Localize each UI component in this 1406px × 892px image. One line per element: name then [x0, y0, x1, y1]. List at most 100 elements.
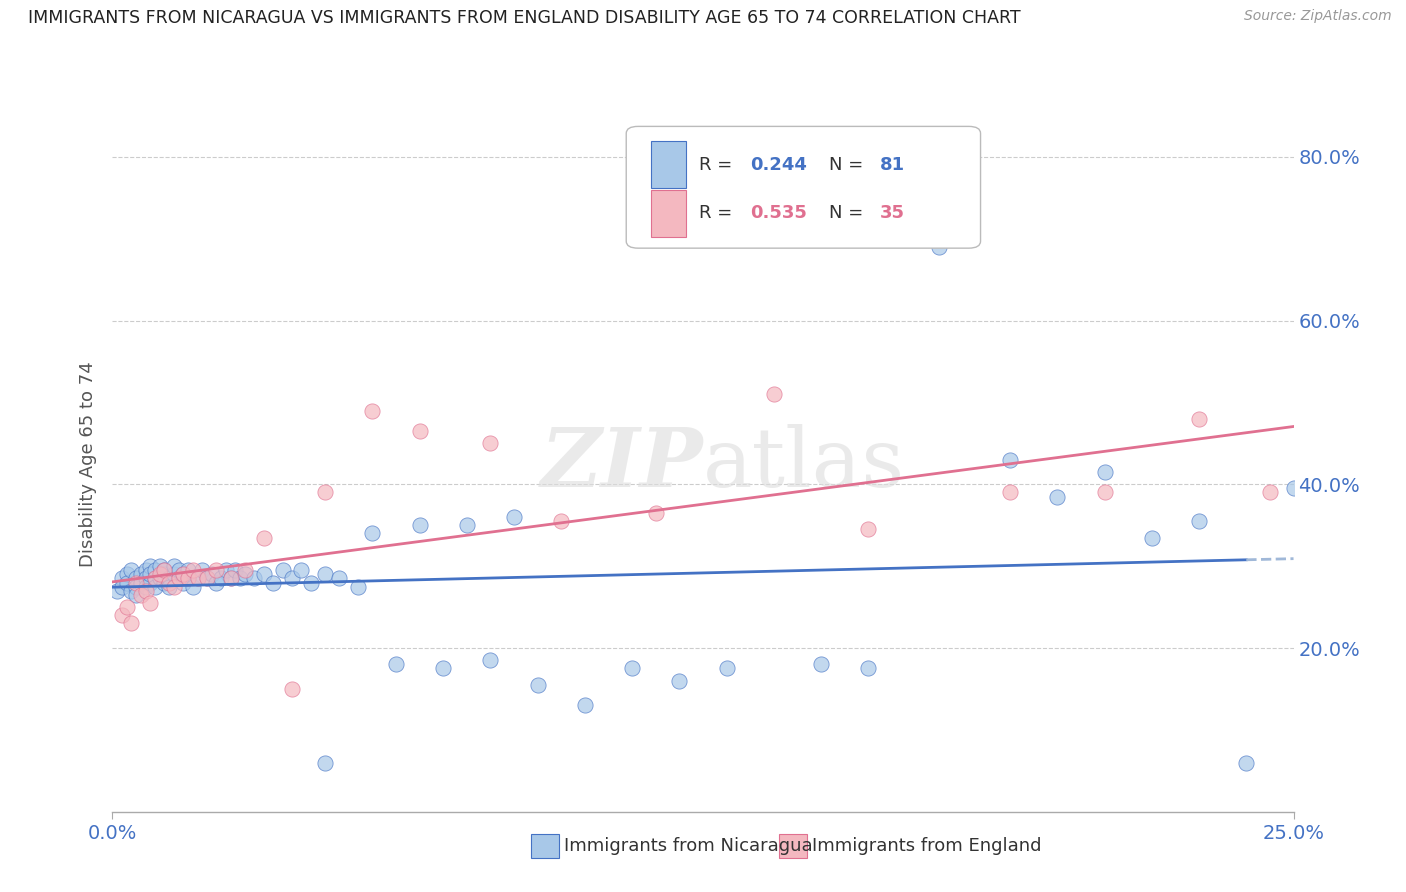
- Point: [157, 575, 180, 590]
- Point: [195, 571, 218, 585]
- Point: [139, 596, 162, 610]
- Point: [125, 571, 148, 585]
- Point: [219, 571, 242, 585]
- Y-axis label: Disability Age 65 to 74: Disability Age 65 to 74: [79, 361, 97, 566]
- Point: [328, 571, 350, 585]
- Point: [858, 522, 880, 536]
- Point: [1258, 485, 1281, 500]
- Point: [385, 657, 408, 672]
- Point: [1094, 465, 1116, 479]
- Point: [125, 580, 148, 594]
- Text: ZIP: ZIP: [540, 424, 703, 504]
- Point: [120, 563, 142, 577]
- Point: [299, 575, 322, 590]
- Point: [281, 681, 304, 696]
- Point: [139, 575, 162, 590]
- Point: [314, 485, 336, 500]
- Point: [177, 571, 200, 585]
- Point: [153, 575, 176, 590]
- FancyBboxPatch shape: [651, 141, 686, 188]
- Point: [149, 567, 172, 582]
- Point: [262, 575, 284, 590]
- Text: Immigrants from Nicaragua: Immigrants from Nicaragua: [564, 837, 813, 855]
- Point: [157, 580, 180, 594]
- Point: [143, 563, 166, 577]
- Point: [139, 567, 162, 582]
- Point: [125, 588, 148, 602]
- FancyBboxPatch shape: [651, 190, 686, 236]
- Point: [181, 563, 204, 577]
- Text: Source: ZipAtlas.com: Source: ZipAtlas.com: [1244, 9, 1392, 23]
- Point: [167, 563, 190, 577]
- Point: [149, 559, 172, 574]
- Point: [1282, 482, 1305, 496]
- Point: [125, 575, 148, 590]
- Text: IMMIGRANTS FROM NICARAGUA VS IMMIGRANTS FROM ENGLAND DISABILITY AGE 65 TO 74 COR: IMMIGRANTS FROM NICARAGUA VS IMMIGRANTS …: [28, 9, 1021, 27]
- Point: [314, 756, 336, 770]
- Point: [644, 506, 666, 520]
- Text: R =: R =: [699, 156, 738, 174]
- Point: [111, 571, 134, 585]
- Point: [224, 563, 246, 577]
- Point: [716, 661, 738, 675]
- Point: [209, 571, 232, 585]
- Point: [526, 678, 548, 692]
- Point: [762, 387, 785, 401]
- Point: [177, 563, 200, 577]
- Point: [668, 673, 690, 688]
- Point: [253, 531, 276, 545]
- Point: [229, 571, 252, 585]
- Point: [408, 518, 430, 533]
- Point: [120, 583, 142, 598]
- Text: N =: N =: [830, 204, 869, 222]
- Point: [129, 567, 152, 582]
- Point: [503, 510, 526, 524]
- Point: [191, 563, 214, 577]
- Point: [1094, 485, 1116, 500]
- Point: [149, 571, 172, 585]
- Point: [1140, 531, 1163, 545]
- Point: [167, 571, 190, 585]
- Text: 35: 35: [880, 204, 905, 222]
- Point: [205, 575, 228, 590]
- Point: [143, 571, 166, 585]
- Point: [456, 518, 478, 533]
- Point: [153, 563, 176, 577]
- Point: [129, 588, 152, 602]
- Point: [115, 600, 138, 615]
- Point: [111, 580, 134, 594]
- Point: [167, 571, 190, 585]
- Point: [281, 571, 304, 585]
- Point: [153, 567, 176, 582]
- Point: [135, 583, 157, 598]
- Point: [361, 526, 384, 541]
- Text: atlas: atlas: [703, 424, 905, 504]
- Point: [201, 567, 224, 582]
- Text: Immigrants from England: Immigrants from England: [811, 837, 1042, 855]
- Point: [233, 563, 256, 577]
- Point: [111, 608, 134, 623]
- FancyBboxPatch shape: [779, 834, 807, 857]
- Point: [810, 657, 832, 672]
- Point: [550, 514, 572, 528]
- Point: [858, 661, 880, 675]
- Point: [998, 485, 1021, 500]
- Point: [172, 567, 194, 582]
- Point: [139, 559, 162, 574]
- Point: [574, 698, 596, 713]
- Point: [347, 580, 370, 594]
- Point: [163, 567, 186, 582]
- Text: R =: R =: [699, 204, 738, 222]
- Point: [233, 567, 256, 582]
- Point: [928, 240, 950, 254]
- Point: [186, 571, 208, 585]
- Point: [271, 563, 294, 577]
- Point: [181, 580, 204, 594]
- Point: [1046, 490, 1069, 504]
- Point: [1188, 412, 1211, 426]
- Point: [143, 580, 166, 594]
- Point: [115, 567, 138, 582]
- FancyBboxPatch shape: [530, 834, 560, 857]
- Point: [143, 571, 166, 585]
- Point: [135, 563, 157, 577]
